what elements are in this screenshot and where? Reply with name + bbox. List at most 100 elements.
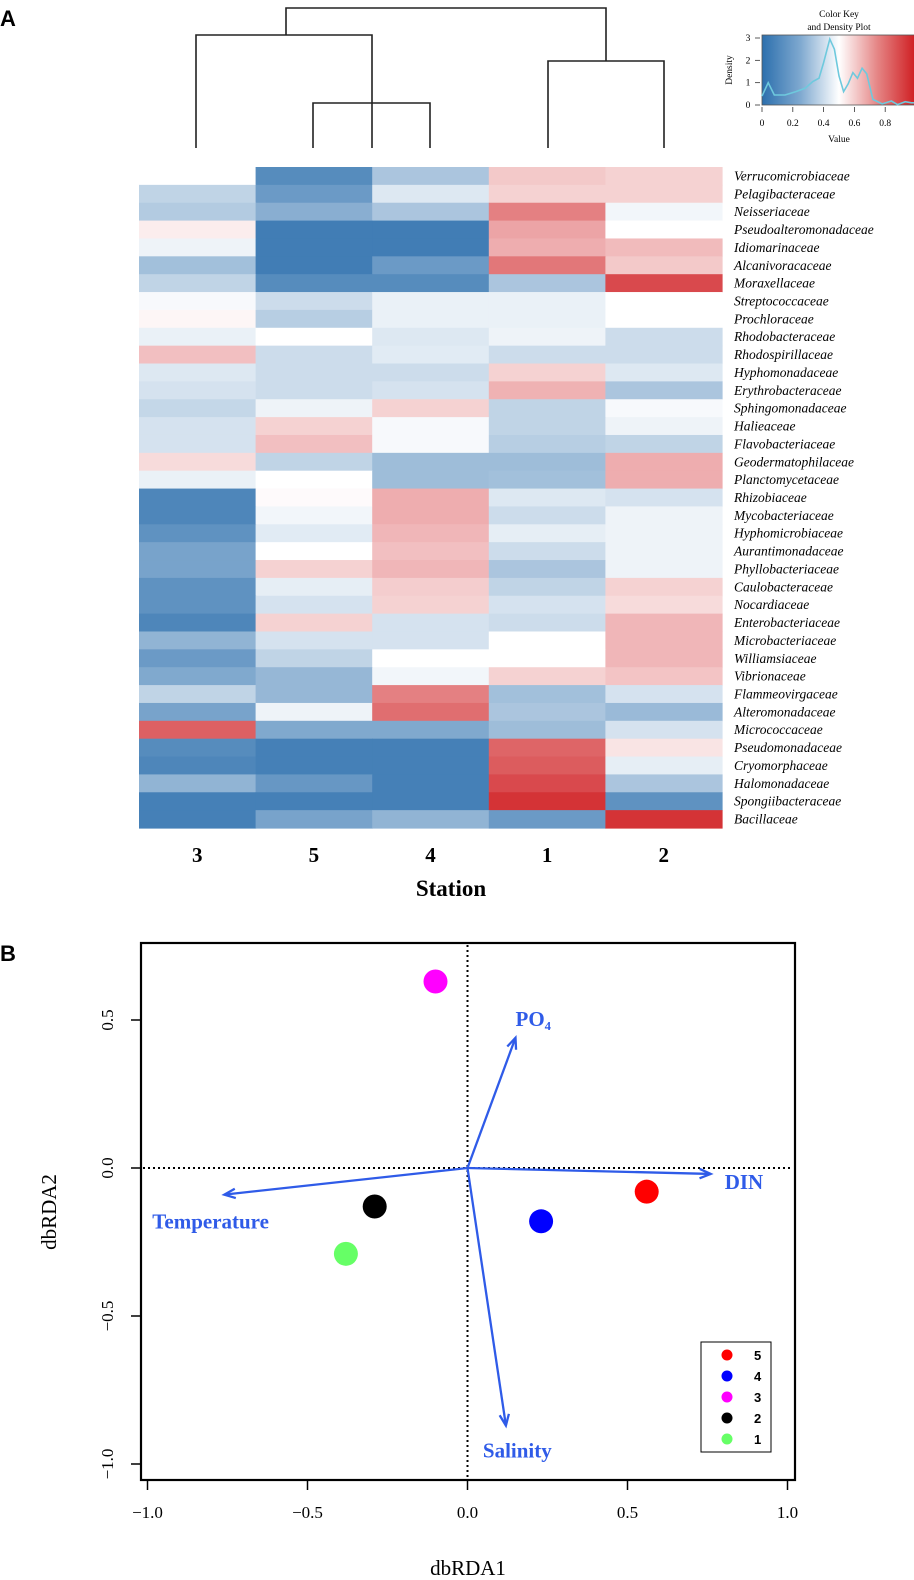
heatmap-cell xyxy=(372,327,490,347)
heatmap-cell xyxy=(372,756,490,775)
heatmap-cell xyxy=(139,434,257,454)
heatmap-cell xyxy=(372,292,490,311)
heatmap-cell xyxy=(372,595,490,615)
heatmap-cell xyxy=(488,720,606,740)
heatmap-cell xyxy=(139,524,257,543)
heatmap-cell xyxy=(139,345,257,365)
color-key-x-label: Value xyxy=(828,135,850,145)
heatmap-cell xyxy=(488,452,606,472)
y-tick-label: −1.0 xyxy=(98,1449,117,1480)
color-key: Color Key and Density Plot 0 0.2 0.4 0.6 0.8… xyxy=(725,10,914,145)
heatmap-cell xyxy=(605,595,723,615)
heatmap-cell xyxy=(605,434,723,454)
color-key-y-tick-label: 0 xyxy=(746,101,751,111)
heatmap-cell xyxy=(139,309,257,329)
heatmap-cell xyxy=(488,202,606,222)
legend-marker xyxy=(721,1433,733,1445)
heatmap-cell xyxy=(372,738,490,758)
heatmap-cell xyxy=(255,488,373,508)
heatmap-cell xyxy=(372,417,490,436)
heatmap-cell xyxy=(605,167,723,186)
density-curve xyxy=(761,36,914,106)
heatmap-cell xyxy=(372,202,490,222)
heatmap-cell xyxy=(139,756,257,775)
station-point xyxy=(423,969,448,994)
dbrda-plot: PO₄ DIN Temperature Salinity xyxy=(143,945,793,1478)
heatmap-cell xyxy=(255,220,373,240)
y-axis-title: dbRDA2 xyxy=(37,1174,61,1250)
heatmap-cell xyxy=(255,774,373,793)
heatmap-cell xyxy=(488,292,606,311)
heatmap-cell xyxy=(255,452,373,472)
heatmap-cell xyxy=(139,417,257,436)
heatmap-column-label: 4 xyxy=(425,843,436,867)
color-key-x-tick-label: 0.6 xyxy=(848,119,860,129)
heatmap-cell xyxy=(372,631,490,650)
heatmap-cell xyxy=(372,309,490,329)
heatmap-cell xyxy=(372,363,490,382)
heatmap-cell xyxy=(139,720,257,740)
vector-arrowhead xyxy=(506,1034,518,1050)
heatmap-cell xyxy=(605,274,723,293)
color-key-title-1: Color Key xyxy=(819,10,859,20)
heatmap-row-label: Nocardiaceae xyxy=(733,597,809,612)
heatmap xyxy=(139,167,723,829)
heatmap-row-label: Rhodospirillaceae xyxy=(733,347,833,362)
heatmap-cell xyxy=(372,434,490,454)
heatmap-cell xyxy=(139,327,257,347)
heatmap-cell xyxy=(255,327,373,347)
heatmap-row-label: Cryomorphaceae xyxy=(734,758,828,773)
heatmap-cell xyxy=(139,488,257,508)
heatmap-cell xyxy=(255,238,373,257)
heatmap-cell xyxy=(255,613,373,633)
plot-frame xyxy=(139,941,797,1482)
heatmap-cell xyxy=(488,399,606,418)
heatmap-cell xyxy=(255,434,373,454)
heatmap-cell xyxy=(255,560,373,579)
heatmap-column-labels: 3 5 4 1 2 xyxy=(192,843,669,867)
heatmap-cell xyxy=(255,202,373,222)
heatmap-cell xyxy=(488,792,606,811)
heatmap-cell xyxy=(488,774,606,793)
station-point xyxy=(634,1179,659,1204)
color-key-x-tick-label: 0.4 xyxy=(818,119,830,129)
heatmap-cell xyxy=(488,238,606,257)
heatmap-cell xyxy=(605,577,723,597)
heatmap-cell xyxy=(488,274,606,293)
heatmap-cell xyxy=(605,488,723,508)
heatmap-row-label: Erythrobacteraceae xyxy=(733,383,841,398)
heatmap-cell xyxy=(605,792,723,811)
legend-marker xyxy=(721,1412,733,1424)
heatmap-cell xyxy=(372,381,490,400)
heatmap-row-label: Vibrionaceae xyxy=(734,669,806,684)
vector-arrowhead xyxy=(498,1413,511,1429)
heatmap-row-labels: Verrucomicrobiaceae Pelagibacteraceae Neis… xyxy=(733,168,874,826)
heatmap-cell xyxy=(488,345,606,365)
color-key-y-tick-label: 3 xyxy=(746,34,751,44)
heatmap-row-label: Aurantimonadaceae xyxy=(733,544,843,559)
heatmap-row-label: Enterobacteriaceae xyxy=(733,615,840,630)
heatmap-cell xyxy=(488,649,606,668)
heatmap-cell xyxy=(605,399,723,418)
heatmap-cell xyxy=(605,524,723,543)
heatmap-row-label: Bacillaceae xyxy=(734,812,798,827)
heatmap-cell xyxy=(372,613,490,633)
heatmap-cell xyxy=(488,381,606,400)
x-tick-label: 1.0 xyxy=(777,1503,798,1522)
heatmap-cell xyxy=(488,506,606,525)
heatmap-cell xyxy=(372,345,490,365)
heatmap-cell xyxy=(488,756,606,775)
heatmap-cell xyxy=(372,702,490,722)
heatmap-cell xyxy=(605,613,723,633)
heatmap-cell xyxy=(605,774,723,793)
heatmap-row-label: Pseudoalteromonadaceae xyxy=(733,222,874,237)
color-key-title-2: and Density Plot xyxy=(807,23,871,33)
color-key-y-tick-label: 2 xyxy=(746,56,751,66)
heatmap-cell xyxy=(488,488,606,508)
color-key-y-tick-label: 1 xyxy=(746,79,751,89)
station-point xyxy=(529,1209,554,1234)
panel-b-label: B xyxy=(0,941,16,966)
y-tick-label: −0.5 xyxy=(98,1301,117,1332)
heatmap-cell xyxy=(255,274,373,293)
heatmap-cell xyxy=(255,167,373,186)
